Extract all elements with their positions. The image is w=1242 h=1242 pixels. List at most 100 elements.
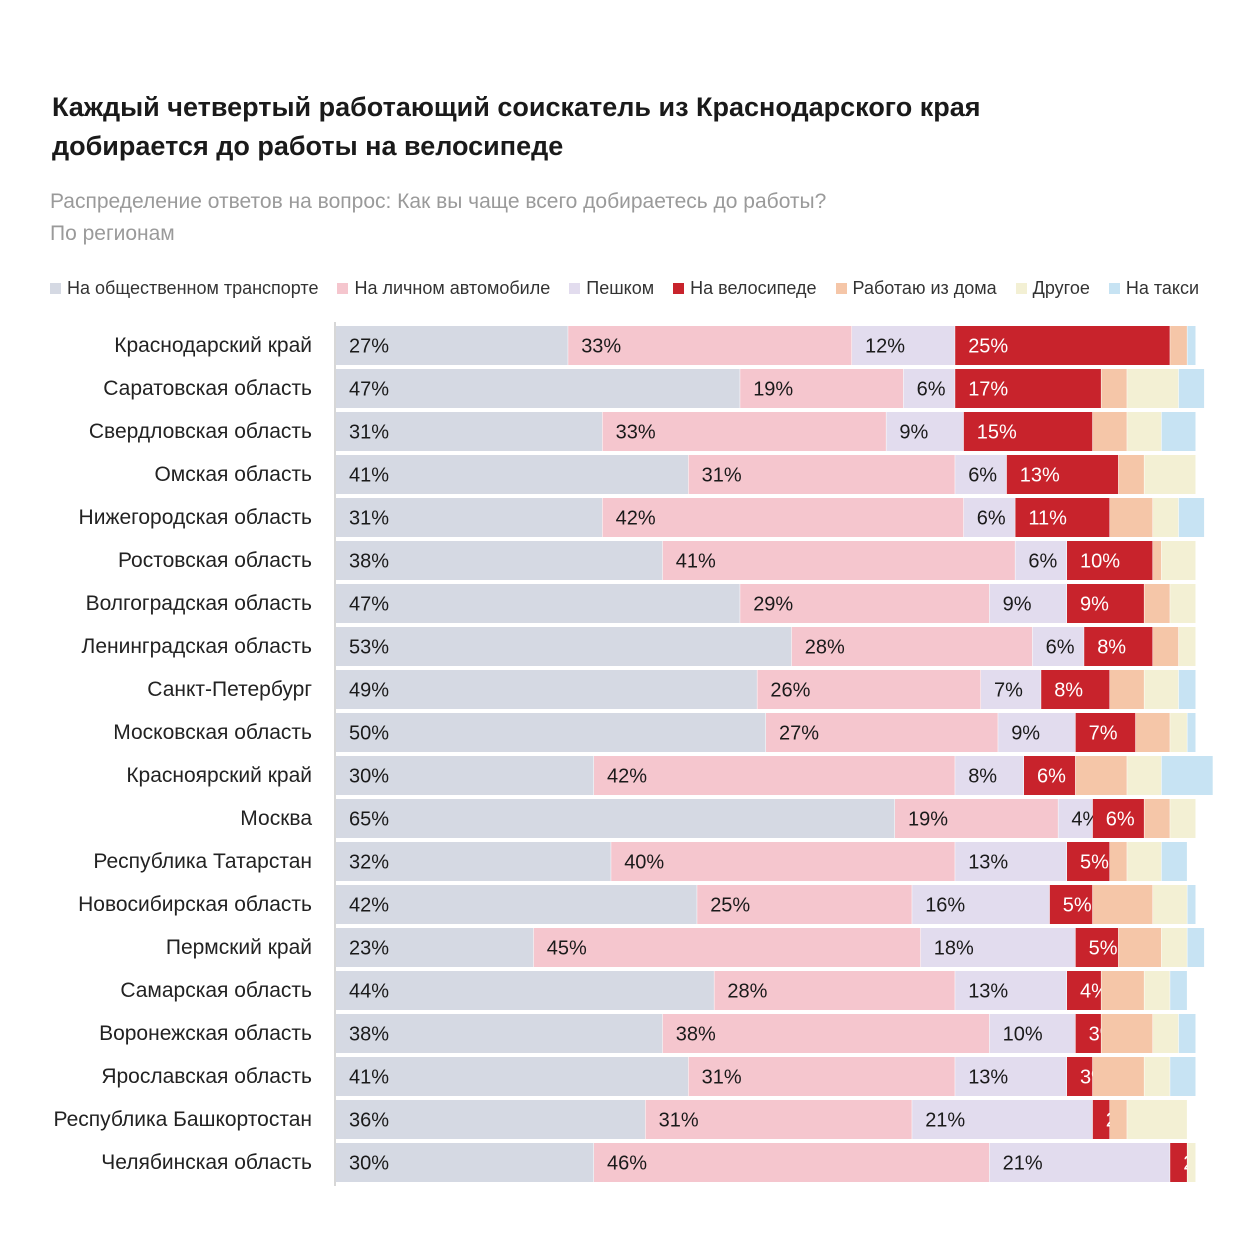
data-label: 53% <box>349 637 389 659</box>
subtitle-grouping: По регионам <box>50 222 175 245</box>
category-label: Москва <box>240 807 312 830</box>
category-label: Нижегородская область <box>78 506 312 529</box>
category-label: Новосибирская область <box>78 893 312 916</box>
category-label: Ярославская область <box>101 1065 312 1088</box>
bar-segment <box>998 713 1076 752</box>
data-label: 28% <box>727 981 767 1003</box>
category-label: Красноярский край <box>126 764 312 787</box>
data-label: 16% <box>925 895 965 917</box>
bar-segment <box>1161 412 1196 451</box>
data-label: 13% <box>968 852 1008 874</box>
chart-title: Каждый четвертый работающий соискатель и… <box>52 92 981 161</box>
data-label: 13% <box>1020 465 1060 487</box>
data-label: 47% <box>349 379 389 401</box>
data-label: 65% <box>349 809 389 831</box>
data-label: 23% <box>349 938 389 960</box>
data-label: 13% <box>968 1067 1008 1089</box>
bar-segment <box>989 584 1067 623</box>
data-label: 42% <box>349 895 389 917</box>
data-label: 31% <box>349 508 389 530</box>
data-label: 9% <box>1003 594 1032 616</box>
data-label: 5% <box>1063 895 1092 917</box>
bar-segment <box>1075 928 1119 967</box>
bar-segment <box>903 369 955 408</box>
bar-segment <box>766 713 998 752</box>
data-label: 27% <box>349 336 389 358</box>
data-label: 6% <box>977 508 1006 530</box>
bar-segment <box>1178 369 1205 408</box>
bar-segment <box>662 1014 990 1053</box>
bar-segment <box>662 541 1015 580</box>
bar-segment <box>955 842 1067 881</box>
data-label: 6% <box>1037 766 1066 788</box>
bar-segment <box>740 584 990 623</box>
category-label: Воронежская область <box>99 1022 312 1045</box>
data-label: 6% <box>1046 637 1075 659</box>
bar-segment <box>1178 1014 1196 1053</box>
bar-segment <box>1006 455 1119 494</box>
category-label: Волгоградская область <box>85 592 312 615</box>
bar-segment <box>1084 627 1153 666</box>
bar-segment <box>791 627 1033 666</box>
bar-segment <box>1075 756 1127 795</box>
bar-segment <box>1024 756 1076 795</box>
bar-segment <box>963 412 1093 451</box>
bar-segment <box>594 1143 990 1182</box>
legend-label: Пешком <box>586 277 655 298</box>
data-label: 31% <box>659 1110 699 1132</box>
data-label: 8% <box>1097 637 1126 659</box>
bar-segment <box>1187 713 1196 752</box>
bar-segment <box>1110 498 1153 537</box>
bar-segment <box>955 326 1170 365</box>
data-label: 41% <box>349 1067 389 1089</box>
data-label: 10% <box>1003 1024 1043 1046</box>
bar-segment <box>955 455 1007 494</box>
data-label: 49% <box>349 680 389 702</box>
data-label: 25% <box>710 895 750 917</box>
data-label: 42% <box>607 766 647 788</box>
bar-segment <box>336 799 895 838</box>
data-label: 47% <box>349 594 389 616</box>
data-label: 29% <box>753 594 793 616</box>
bar-segment <box>1144 455 1196 494</box>
data-label: 10% <box>1080 551 1120 573</box>
bar-segment <box>1127 369 1179 408</box>
bar-segment <box>688 1057 955 1096</box>
bar-segment <box>1067 1057 1093 1096</box>
bar-segment <box>1127 842 1162 881</box>
data-label: 28% <box>805 637 845 659</box>
bar-segment <box>955 756 1024 795</box>
data-label: 38% <box>349 1024 389 1046</box>
bar-segment <box>1127 1100 1187 1139</box>
bar-segment <box>1153 498 1179 537</box>
bar-segment <box>336 541 663 580</box>
chart-legend: На общественном транспорте На личном авт… <box>50 274 1199 302</box>
bar-segment <box>1058 799 1093 838</box>
bar-segment <box>1170 584 1196 623</box>
bar-segment <box>1092 1100 1110 1139</box>
category-label: Челябинская область <box>101 1151 312 1174</box>
bar-segment <box>1170 713 1187 752</box>
bar-segment <box>336 455 689 494</box>
bar-segment <box>1144 670 1179 709</box>
category-label: Саратовская область <box>103 377 312 400</box>
bar-segment <box>336 627 792 666</box>
legend-item-other: Другое <box>1015 278 1090 299</box>
legend-swatch <box>50 282 61 294</box>
bar-segment <box>1110 1100 1127 1139</box>
bar-segment <box>336 584 740 623</box>
data-label: 6% <box>917 379 946 401</box>
bar-segment <box>336 756 594 795</box>
bar-segment <box>895 799 1058 838</box>
category-label: Республика Башкортостан <box>53 1108 312 1131</box>
legend-label: На общественном транспорте <box>67 277 319 298</box>
bar-segment <box>1170 971 1187 1010</box>
bar-segment <box>1101 1014 1153 1053</box>
bar-segment <box>594 756 955 795</box>
category-label: Омская область <box>154 463 312 486</box>
bar-segment <box>1144 799 1170 838</box>
bar-segment <box>602 498 964 537</box>
bar-segment <box>336 670 757 709</box>
data-label: 11% <box>1028 508 1067 530</box>
